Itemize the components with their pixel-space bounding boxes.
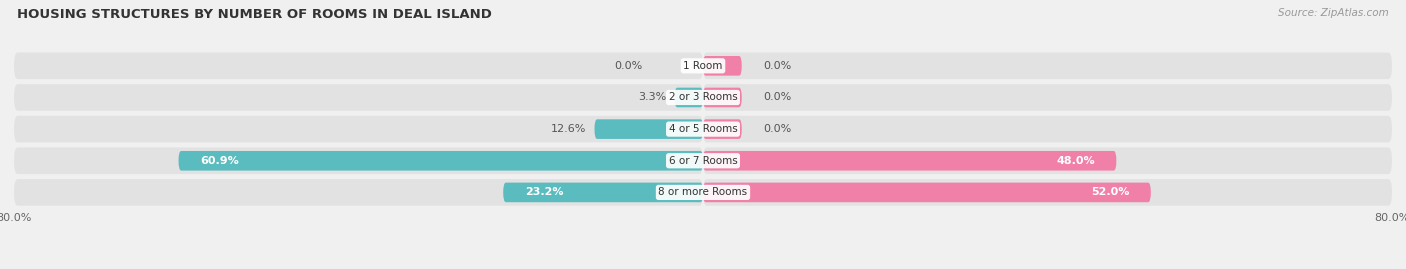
Text: 3.3%: 3.3% — [638, 93, 666, 102]
Text: 23.2%: 23.2% — [524, 187, 564, 197]
Text: 12.6%: 12.6% — [551, 124, 586, 134]
Text: Source: ZipAtlas.com: Source: ZipAtlas.com — [1278, 8, 1389, 18]
Text: 8 or more Rooms: 8 or more Rooms — [658, 187, 748, 197]
FancyBboxPatch shape — [703, 151, 1116, 171]
FancyBboxPatch shape — [595, 119, 703, 139]
FancyBboxPatch shape — [14, 116, 703, 142]
FancyBboxPatch shape — [14, 84, 703, 111]
FancyBboxPatch shape — [703, 88, 742, 107]
Text: 1 Room: 1 Room — [683, 61, 723, 71]
Text: 0.0%: 0.0% — [763, 61, 792, 71]
Text: 6 or 7 Rooms: 6 or 7 Rooms — [669, 156, 737, 166]
Text: 52.0%: 52.0% — [1091, 187, 1129, 197]
FancyBboxPatch shape — [503, 183, 703, 202]
Text: HOUSING STRUCTURES BY NUMBER OF ROOMS IN DEAL ISLAND: HOUSING STRUCTURES BY NUMBER OF ROOMS IN… — [17, 8, 492, 21]
Text: 48.0%: 48.0% — [1056, 156, 1095, 166]
Text: 0.0%: 0.0% — [763, 93, 792, 102]
FancyBboxPatch shape — [703, 179, 1392, 206]
Text: 0.0%: 0.0% — [763, 124, 792, 134]
Text: 4 or 5 Rooms: 4 or 5 Rooms — [669, 124, 737, 134]
FancyBboxPatch shape — [14, 52, 703, 79]
FancyBboxPatch shape — [14, 179, 703, 206]
FancyBboxPatch shape — [703, 56, 742, 76]
FancyBboxPatch shape — [703, 119, 742, 139]
FancyBboxPatch shape — [703, 147, 1392, 174]
Text: 60.9%: 60.9% — [200, 156, 239, 166]
Text: 2 or 3 Rooms: 2 or 3 Rooms — [669, 93, 737, 102]
Text: 0.0%: 0.0% — [614, 61, 643, 71]
FancyBboxPatch shape — [14, 147, 703, 174]
FancyBboxPatch shape — [703, 183, 1152, 202]
FancyBboxPatch shape — [675, 88, 703, 107]
FancyBboxPatch shape — [179, 151, 703, 171]
FancyBboxPatch shape — [703, 116, 1392, 142]
FancyBboxPatch shape — [703, 52, 1392, 79]
FancyBboxPatch shape — [703, 84, 1392, 111]
